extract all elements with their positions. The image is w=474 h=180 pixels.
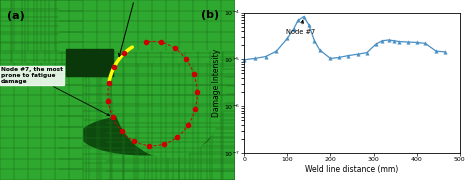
Bar [59,0,235,50]
Ellipse shape [113,22,225,158]
Text: Start node: Start node [113,0,159,57]
Text: (a): (a) [7,11,25,21]
Bar [0,63,82,180]
X-axis label: Weld line distance (mm): Weld line distance (mm) [305,165,399,174]
Y-axis label: Damage Intensity: Damage Intensity [212,49,221,117]
Text: (b): (b) [201,10,219,20]
Bar [66,49,113,76]
Ellipse shape [81,115,210,155]
Text: Node #7, the most
prone to fatigue
damage: Node #7, the most prone to fatigue damag… [1,67,109,116]
Text: Node #7: Node #7 [285,20,315,35]
